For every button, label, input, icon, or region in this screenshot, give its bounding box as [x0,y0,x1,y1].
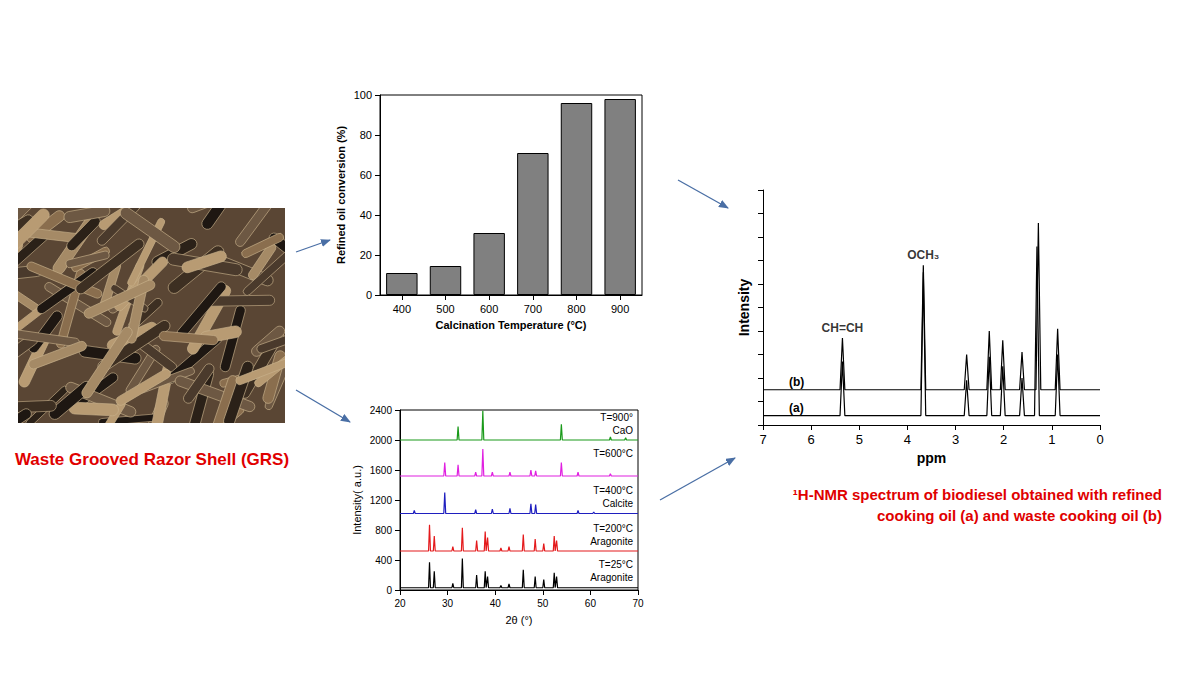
svg-text:30: 30 [442,598,454,609]
svg-text:T=200°C: T=200°C [593,523,633,534]
svg-text:1200: 1200 [370,495,393,506]
svg-text:Calcite: Calcite [602,498,633,509]
svg-text:20: 20 [360,249,372,261]
html-text:Waste Grooved Razor Shell (GRS: Waste Grooved Razor Shell (GRS) [14,450,290,469]
svg-text:600: 600 [480,303,498,315]
svg-text:80: 80 [360,129,372,141]
svg-text:T=400°C: T=400°C [593,485,633,496]
svg-text:500: 500 [436,303,454,315]
svg-text:70: 70 [632,598,644,609]
svg-text:0: 0 [366,289,372,301]
svg-text:700: 700 [524,303,542,315]
svg-text:5: 5 [856,432,863,447]
svg-text:OCH₃: OCH₃ [907,248,939,262]
svg-text:Intensity: Intensity [736,279,752,337]
svg-text:7: 7 [759,432,766,447]
svg-text:800: 800 [567,303,585,315]
svg-text:Calcination Temperature (°C): Calcination Temperature (°C) [436,319,587,331]
svg-text:T=600°C: T=600°C [593,448,633,459]
svg-text:(a): (a) [789,401,804,415]
svg-text:100: 100 [354,89,372,101]
svg-text:60: 60 [585,598,597,609]
svg-text:1600: 1600 [370,465,393,476]
svg-text:40: 40 [360,209,372,221]
svg-text:40: 40 [490,598,502,609]
svg-text:Intensity( a.u.): Intensity( a.u.) [351,465,363,535]
svg-text:1: 1 [1048,432,1055,447]
svg-text:400: 400 [375,555,392,566]
svg-text:ppm: ppm [917,450,947,466]
html-text:¹H-NMR spectrum of biodiesel o: ¹H-NMR spectrum of biodiesel obtained wi… [792,486,1162,524]
svg-text:60: 60 [360,169,372,181]
svg-text:CaO: CaO [612,425,633,436]
svg-text:900: 900 [611,303,629,315]
svg-text:Refined oil conversion (%): Refined oil conversion (%) [335,126,347,264]
svg-text:2400: 2400 [370,405,393,416]
svg-text:T=900°: T=900° [600,412,633,423]
svg-text:2: 2 [1000,432,1007,447]
svg-text:4: 4 [904,432,911,447]
svg-text:20: 20 [394,598,406,609]
svg-text:0: 0 [386,585,392,596]
svg-text:50: 50 [537,598,549,609]
svg-text:CH=CH: CH=CH [822,321,864,335]
svg-text:400: 400 [393,303,411,315]
svg-text:T=25°C: T=25°C [599,559,633,570]
svg-text:Aragonite: Aragonite [590,572,633,583]
svg-text:0: 0 [1096,432,1103,447]
svg-text:2000: 2000 [370,435,393,446]
svg-text:2θ (°): 2θ (°) [505,614,532,626]
svg-text:3: 3 [952,432,959,447]
svg-text:Aragonite: Aragonite [590,536,633,547]
svg-text:(b): (b) [789,375,804,389]
svg-text:800: 800 [375,525,392,536]
svg-text:6: 6 [808,432,815,447]
